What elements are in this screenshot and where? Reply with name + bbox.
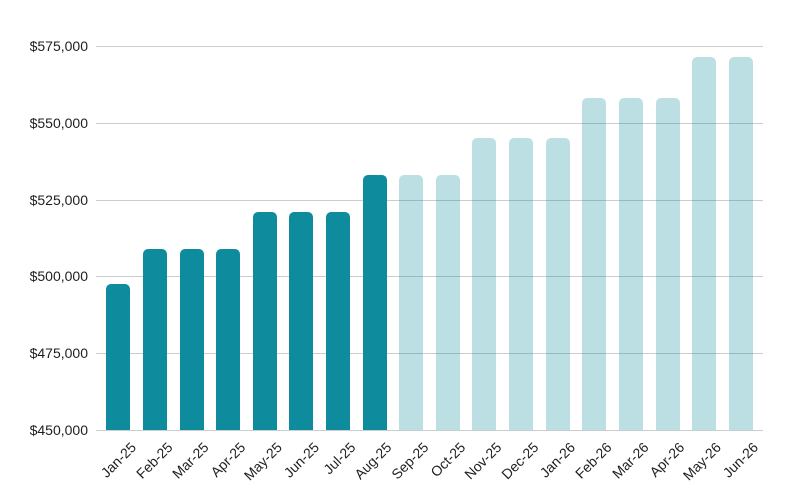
bar-jan-26 <box>545 138 570 430</box>
x-axis-tick-label-jan-26: Jan-26 <box>536 439 578 481</box>
x-axis-tick-label-jun-26: Jun-26 <box>719 439 762 481</box>
y-axis-tick-label: $550,000 <box>29 114 88 131</box>
x-axis-tick-label-nov-25: Nov-25 <box>461 439 505 483</box>
gridline-525000 <box>96 199 763 201</box>
bar-mar-25 <box>179 248 204 430</box>
bar-feb-26 <box>582 98 607 430</box>
bar-mar-26 <box>618 98 643 430</box>
bar-oct-25 <box>435 175 460 430</box>
bar-may-26 <box>692 56 717 430</box>
x-axis-tick-label-jun-25: Jun-25 <box>280 439 322 481</box>
gridline-550000 <box>96 122 763 124</box>
gridline-450000 <box>96 430 763 431</box>
bar-dec-25 <box>509 138 533 430</box>
x-axis-tick-label-feb-25: Feb-25 <box>132 439 176 482</box>
x-axis-tick-label-dec-25: Dec-25 <box>498 439 542 483</box>
bar-may-25 <box>252 211 277 430</box>
bar-apr-25 <box>216 248 241 430</box>
x-axis-tick-label-may-26: May-26 <box>680 439 725 484</box>
x-axis-tick-label-oct-25: Oct-25 <box>427 439 469 481</box>
bar-nov-25 <box>472 138 497 430</box>
gridline-500000 <box>96 276 763 278</box>
bar-feb-25 <box>142 248 167 430</box>
x-axis-tick-label-sep-25: Sep-25 <box>388 439 432 483</box>
bar-jun-26 <box>728 56 753 430</box>
x-axis-tick-label-feb-26: Feb-26 <box>571 439 615 482</box>
y-axis-tick-label: $475,000 <box>29 345 88 362</box>
bar-jul-25 <box>326 211 350 430</box>
x-axis-tick-label-jan-25: Jan-25 <box>97 439 139 481</box>
bar-sep-25 <box>399 175 424 430</box>
x-axis-tick-label-aug-25: Aug-25 <box>351 439 395 483</box>
bar-jun-25 <box>289 211 314 430</box>
x-axis-tick-label-mar-25: Mar-25 <box>169 439 212 482</box>
gridline-475000 <box>96 353 763 355</box>
y-axis-tick-label: $500,000 <box>29 268 88 285</box>
x-axis-tick-label-may-25: May-25 <box>240 439 286 484</box>
bar-jan-25 <box>106 284 131 430</box>
y-axis-tick-label: $525,000 <box>29 191 88 208</box>
x-axis-tick-label-mar-26: Mar-26 <box>608 439 652 482</box>
bar-aug-25 <box>362 175 387 430</box>
bar-apr-26 <box>655 98 680 430</box>
gridline-575000 <box>96 46 763 47</box>
y-axis-tick-label: $575,000 <box>29 38 88 54</box>
y-axis-tick-label: $450,000 <box>29 422 88 438</box>
